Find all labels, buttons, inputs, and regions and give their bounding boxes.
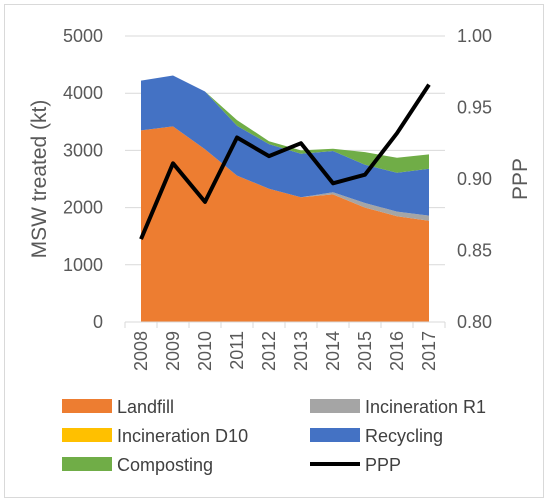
x-tick-label: 2014 — [323, 331, 343, 371]
axes: 0 1000 2000 3000 4000 5000 0.80 0.85 0.90 0.95 1.0… — [63, 26, 492, 371]
area-landfill — [141, 126, 429, 323]
x-tick-label: 2016 — [387, 331, 407, 371]
legend-label: Incineration R1 — [365, 397, 486, 417]
legend-item-incineration-d10: Incineration D10 — [62, 426, 248, 446]
legend-label: PPP — [365, 455, 401, 475]
legend-item-ppp: PPP — [310, 455, 401, 475]
y-axis-right-title: PPP — [509, 158, 532, 200]
legend-swatch — [310, 399, 360, 413]
legend-item-incineration-r1: Incineration R1 — [310, 397, 486, 417]
y-axis-left-title: MSW treated (kt) — [28, 100, 51, 259]
legend-label: Recycling — [365, 426, 443, 446]
line-ppp — [139, 83, 431, 240]
legend-swatch — [62, 428, 112, 442]
legend-label: Landfill — [117, 397, 174, 417]
legend-swatch — [310, 428, 360, 442]
legend-swatch — [62, 399, 112, 413]
y-left-tick-label: 3000 — [63, 140, 103, 160]
legend: Landfill Incineration R1 Incineration D10 R… — [62, 397, 486, 475]
x-tick-label: 2011 — [227, 331, 247, 370]
x-tick-label: 2008 — [131, 331, 151, 371]
y-left-tick-label: 0 — [93, 312, 103, 332]
legend-item-recycling: Recycling — [310, 426, 443, 446]
y-right-tick-label: 1.00 — [457, 26, 492, 46]
x-tick-label: 2009 — [163, 331, 183, 371]
y-left-tick-label: 5000 — [63, 26, 103, 46]
y-right-tick-label: 0.85 — [457, 241, 492, 261]
legend-item-landfill: Landfill — [62, 397, 174, 417]
x-tick-label: 2012 — [259, 331, 279, 371]
y-right-tick-label: 0.80 — [457, 312, 492, 332]
x-tick-label: 2017 — [419, 331, 439, 371]
y-right-tick-label: 0.95 — [457, 98, 492, 118]
area-composting — [141, 75, 429, 173]
area-series-group — [141, 75, 429, 323]
y-left-tick-label: 4000 — [63, 83, 103, 103]
legend-label: Incineration D10 — [117, 426, 248, 446]
x-tick-label: 2015 — [355, 331, 375, 371]
y-right-tick-label: 0.90 — [457, 169, 492, 189]
x-tick-label: 2010 — [195, 331, 215, 371]
y-left-tick-label: 2000 — [63, 198, 103, 218]
legend-label: Composting — [117, 455, 213, 475]
y-left-tick-label: 1000 — [63, 255, 103, 275]
ppp-line-group — [139, 83, 431, 240]
area-recycling — [141, 75, 429, 216]
legend-item-composting: Composting — [62, 455, 213, 475]
legend-swatch — [62, 457, 112, 471]
x-tick-label: 2013 — [291, 331, 311, 371]
